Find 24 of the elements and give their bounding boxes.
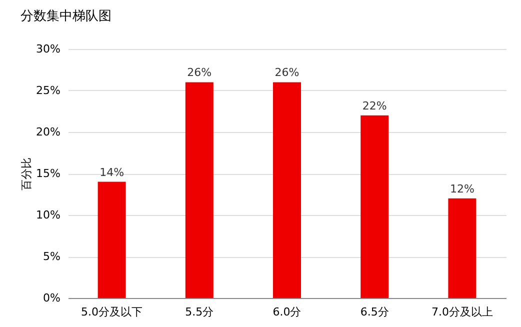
- y-tick-label: 10%: [36, 208, 60, 222]
- x-tick-label: 6.5分: [360, 306, 389, 318]
- chart-title: 分数集中梯队图: [20, 9, 112, 24]
- data-label: 12%: [450, 182, 474, 196]
- x-tick-label: 5.5分: [185, 306, 214, 318]
- data-label: 14%: [100, 166, 124, 179]
- bar: [185, 82, 214, 298]
- bar: [448, 198, 476, 298]
- y-tick-label: 30%: [36, 42, 60, 56]
- x-tick-label: 5.0分及以下: [81, 306, 143, 318]
- bar: [360, 115, 389, 298]
- bar: [273, 82, 301, 298]
- data-label: 26%: [274, 66, 300, 80]
- data-label: 26%: [187, 66, 212, 80]
- y-tick-label: 5%: [43, 250, 60, 263]
- y-axis-title: 百分比: [20, 158, 34, 190]
- y-tick-label: 15%: [36, 167, 60, 180]
- x-tick-label: 6.0分: [272, 306, 302, 318]
- x-tick-label: 7.0分及以上: [431, 306, 493, 318]
- data-label: 22%: [362, 99, 387, 112]
- y-tick-label: 0%: [43, 292, 60, 304]
- y-tick-label: 25%: [36, 84, 60, 97]
- y-tick-label: 20%: [36, 126, 60, 138]
- bar: [98, 182, 126, 298]
